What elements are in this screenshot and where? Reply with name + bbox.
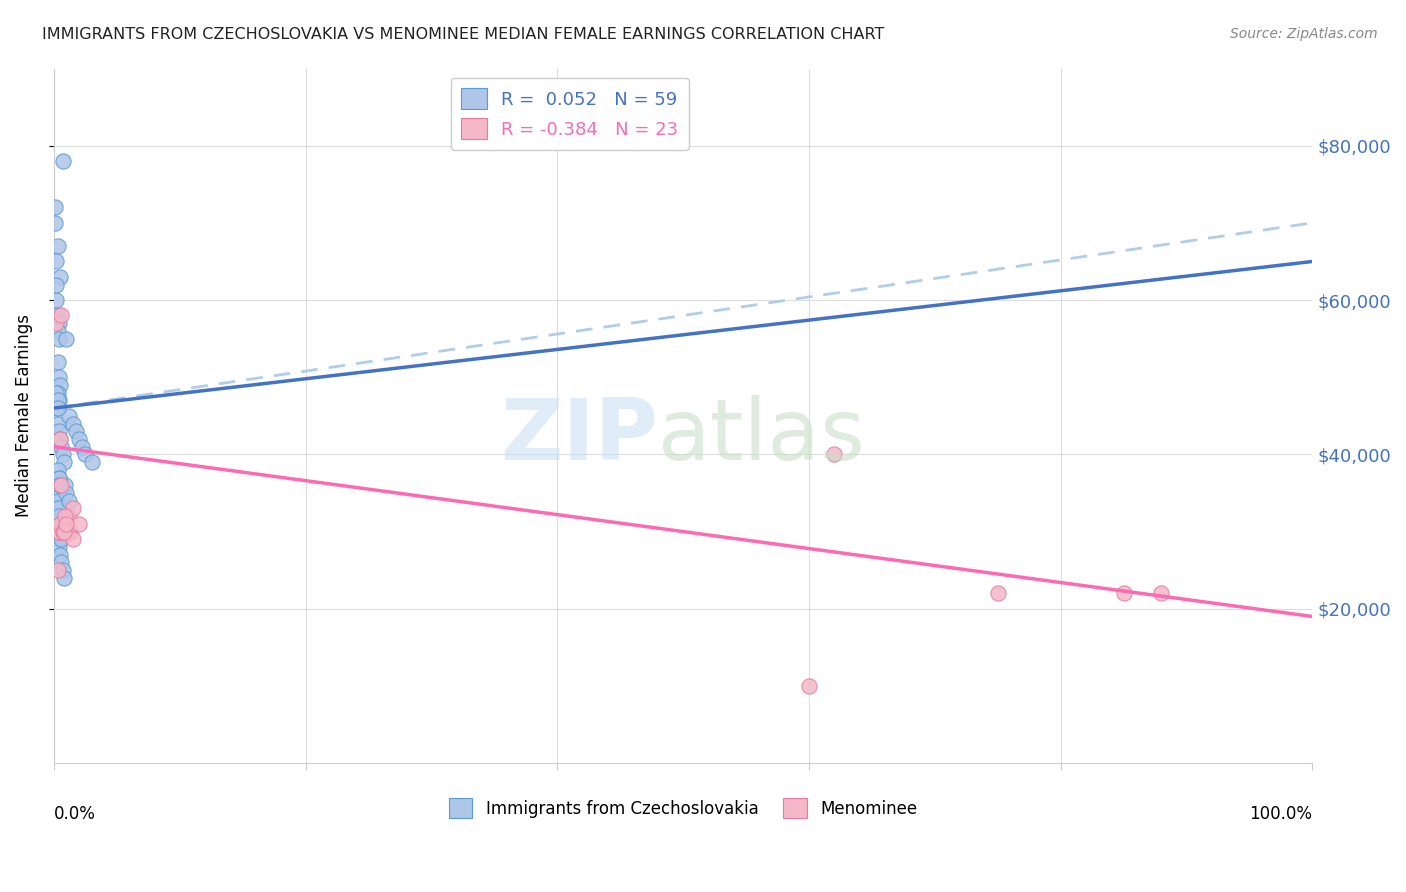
Point bbox=[46, 524, 69, 539]
Point bbox=[58, 493, 80, 508]
Point bbox=[58, 409, 80, 423]
Point bbox=[75, 447, 97, 461]
Point bbox=[65, 424, 87, 438]
Point bbox=[1150, 586, 1173, 600]
Text: 0.0%: 0.0% bbox=[53, 805, 96, 822]
Point bbox=[55, 486, 77, 500]
Point bbox=[52, 571, 75, 585]
Point bbox=[46, 417, 69, 431]
Point bbox=[46, 393, 69, 408]
Point bbox=[45, 316, 67, 330]
Point bbox=[62, 417, 84, 431]
Point bbox=[46, 324, 69, 338]
Text: IMMIGRANTS FROM CZECHOSLOVAKIA VS MENOMINEE MEDIAN FEMALE EARNINGS CORRELATION C: IMMIGRANTS FROM CZECHOSLOVAKIA VS MENOMI… bbox=[42, 27, 884, 42]
Point bbox=[45, 401, 67, 416]
Point bbox=[52, 524, 75, 539]
Point bbox=[46, 401, 69, 416]
Point bbox=[48, 316, 70, 330]
Point bbox=[58, 524, 80, 539]
Point bbox=[49, 269, 72, 284]
Point bbox=[51, 556, 73, 570]
Text: Source: ZipAtlas.com: Source: ZipAtlas.com bbox=[1230, 27, 1378, 41]
Point bbox=[797, 679, 820, 693]
Point bbox=[45, 277, 67, 292]
Point bbox=[51, 478, 73, 492]
Point bbox=[49, 516, 72, 531]
Point bbox=[53, 478, 76, 492]
Y-axis label: Median Female Earnings: Median Female Earnings bbox=[15, 314, 32, 517]
Point bbox=[48, 524, 70, 539]
Point bbox=[46, 385, 69, 400]
Point bbox=[51, 533, 73, 547]
Point bbox=[51, 309, 73, 323]
Point bbox=[62, 533, 84, 547]
Point bbox=[48, 524, 70, 539]
Point bbox=[48, 509, 70, 524]
Point bbox=[48, 478, 70, 492]
Text: atlas: atlas bbox=[658, 395, 866, 478]
Point bbox=[49, 524, 72, 539]
Text: 100.0%: 100.0% bbox=[1250, 805, 1312, 822]
Point bbox=[46, 393, 69, 408]
Point bbox=[55, 332, 77, 346]
Point bbox=[48, 424, 70, 438]
Point bbox=[48, 470, 70, 484]
Point bbox=[48, 540, 70, 554]
Point bbox=[62, 501, 84, 516]
Point bbox=[46, 239, 69, 253]
Point bbox=[48, 393, 70, 408]
Point bbox=[49, 432, 72, 446]
Point bbox=[987, 586, 1010, 600]
Point bbox=[52, 524, 75, 539]
Point bbox=[48, 486, 70, 500]
Point bbox=[49, 516, 72, 531]
Point bbox=[67, 432, 90, 446]
Point bbox=[58, 509, 80, 524]
Point bbox=[59, 524, 82, 539]
Point bbox=[46, 493, 69, 508]
Point bbox=[823, 447, 845, 461]
Point bbox=[48, 332, 70, 346]
Point bbox=[53, 509, 76, 524]
Point bbox=[48, 470, 70, 484]
Point bbox=[46, 463, 69, 477]
Text: ZIP: ZIP bbox=[501, 395, 658, 478]
Point bbox=[55, 516, 77, 531]
Point bbox=[45, 385, 67, 400]
Point bbox=[1112, 586, 1135, 600]
Point bbox=[45, 254, 67, 268]
Point bbox=[52, 447, 75, 461]
Point bbox=[49, 478, 72, 492]
Point bbox=[52, 563, 75, 577]
Point bbox=[45, 293, 67, 307]
Point bbox=[49, 516, 72, 531]
Point bbox=[52, 154, 75, 169]
Point bbox=[46, 533, 69, 547]
Point bbox=[44, 201, 66, 215]
Point bbox=[49, 548, 72, 562]
Point bbox=[49, 432, 72, 446]
Point bbox=[49, 378, 72, 392]
Point bbox=[48, 370, 70, 384]
Point bbox=[46, 563, 69, 577]
Point bbox=[80, 455, 103, 469]
Point bbox=[46, 309, 69, 323]
Legend: Immigrants from Czechoslovakia, Menominee: Immigrants from Czechoslovakia, Menomine… bbox=[443, 792, 924, 824]
Point bbox=[70, 440, 93, 454]
Point bbox=[46, 355, 69, 369]
Point bbox=[46, 501, 69, 516]
Point bbox=[51, 440, 73, 454]
Point bbox=[52, 455, 75, 469]
Point bbox=[44, 216, 66, 230]
Point bbox=[67, 516, 90, 531]
